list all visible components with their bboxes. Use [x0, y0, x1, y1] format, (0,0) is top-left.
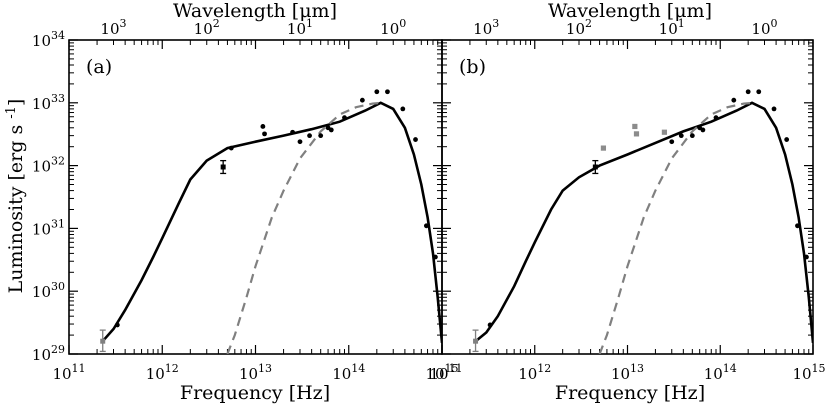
panel-b-x-tick-label: 1014 [704, 362, 737, 383]
panel-b-data-point [804, 254, 809, 260]
panel-b-data-point [669, 139, 675, 145]
panel-a-y-tick-label: 1034 [32, 29, 65, 50]
panel-a-x-tick-label: 1015 [425, 362, 458, 383]
panel-a-data-point [413, 137, 418, 142]
panel-b-data-point [745, 89, 751, 95]
panel-a-label: (a) [86, 56, 112, 78]
panel-b-x-tick-label: 1015 [792, 362, 825, 383]
panel-b-data-point [795, 223, 800, 229]
panel-a-data-point [307, 133, 312, 139]
panel-b-error-point [592, 164, 598, 170]
panel-a: (a) Wavelength [μm] Frequency [Hz] 1011 1… [32, 0, 459, 404]
panel-a-top-axis-title: Wavelength [μm] [173, 0, 337, 22]
panel-b-data-point [487, 322, 493, 328]
panel-a-y-tick-label: 1029 [32, 343, 65, 364]
panel-a-data-point [297, 139, 303, 145]
panel-b: (b) Wavelength [μm] Frequency [Hz] 1011 1… [429, 0, 825, 404]
panel-b-stellar-dashed-line [598, 101, 754, 354]
panel-a-data-point [290, 129, 296, 135]
panel-a-data-point [342, 115, 347, 121]
panel-a-x-tick-label: 1014 [332, 362, 365, 383]
panel-b-data-point [784, 137, 790, 142]
panel-b-data-point [756, 89, 762, 95]
panel-a-error-point [220, 164, 226, 170]
panel-b-error-point [473, 338, 479, 344]
panel-a-data-point [328, 127, 334, 133]
panel-a-y-tick-label: 1030 [32, 280, 65, 301]
panel-a-top-tick-label: 102 [194, 17, 220, 38]
panel-a-y-tick-label: 1033 [32, 92, 65, 113]
panel-b-x-tick-label: 1011 [429, 362, 462, 383]
panel-a-data-point [433, 254, 438, 260]
panel-b-excluded-point [600, 145, 607, 151]
panel-b-data-point [713, 115, 719, 121]
y-axis-title-bracket: ] [5, 99, 27, 106]
panel-a-data-point [114, 322, 120, 328]
panel-a-data-point [228, 145, 234, 151]
panel-a-error-point [100, 338, 106, 344]
panel-b-top-tick-label: 101 [659, 17, 685, 38]
panel-a-frame [68, 39, 443, 355]
panel-b-x-tick-label: 1013 [611, 362, 644, 383]
panel-a-model-solid-line [101, 101, 442, 344]
panel-a-x-tick-label: 1013 [239, 362, 272, 383]
panel-b-x-axis-title: Frequency [Hz] [555, 382, 705, 404]
panel-a-data-point [423, 223, 429, 229]
panel-a-y-tick-label: 1031 [32, 217, 65, 238]
panel-b-top-tick-label: 102 [566, 17, 592, 38]
panel-a-top-tick-label: 101 [287, 17, 313, 38]
panel-a-stellar-dashed-line [226, 101, 383, 354]
panel-b-data-point [771, 106, 777, 112]
panel-a-top-tick-label: 100 [380, 17, 406, 38]
panel-b-label: (b) [459, 56, 486, 78]
panel-b-ticks: 1011 1012 1013 1014 1015 103 102 101 100 [429, 17, 825, 383]
panel-b-excluded-point [661, 129, 668, 135]
panel-a-x-axis-title: Frequency [Hz] [180, 382, 330, 404]
panel-b-top-axis-title: Wavelength [μm] [548, 0, 712, 22]
panel-a-data-layer [99, 89, 442, 354]
panel-b-data-point [678, 133, 684, 139]
y-axis-title-exponent: -1 [4, 106, 19, 119]
panel-b-top-tick-label: 100 [751, 17, 777, 38]
panel-b-x-tick-label: 1012 [518, 362, 551, 383]
panel-b-data-layer [472, 89, 813, 354]
panel-a-data-point [400, 106, 406, 112]
panel-a-x-tick-label: 1011 [52, 362, 85, 383]
panel-b-excluded-point [633, 131, 640, 137]
y-axis-title-main: Luminosity [erg s [5, 125, 27, 294]
panel-a-data-point [385, 89, 390, 95]
panel-a-data-point [374, 89, 380, 95]
panel-b-data-point [731, 97, 737, 103]
panel-b-data-point [700, 127, 706, 133]
panel-a-top-tick-label: 103 [100, 17, 126, 38]
panel-a-y-tick-label: 1032 [32, 155, 65, 176]
panel-a-plot-area [99, 89, 442, 354]
panel-a-ticks: 1011 1012 1013 1014 1015 1029 1030 1031 1032 1033… [32, 17, 459, 383]
panel-b-top-tick-label: 103 [473, 17, 499, 38]
panel-b-model-solid-line [474, 101, 813, 344]
panel-a-data-point [260, 124, 266, 129]
y-axis-title: Luminosity [erg s -1] [4, 99, 27, 294]
panel-b-excluded-point [632, 123, 638, 130]
panel-a-data-point [262, 131, 267, 137]
panel-b-plot-area [472, 89, 813, 354]
panel-a-data-point [318, 133, 324, 139]
panel-b-data-point [689, 133, 695, 139]
panel-a-x-tick-label: 1012 [146, 362, 179, 383]
panel-a-data-point [359, 97, 365, 103]
panel-b-frame [441, 39, 814, 355]
